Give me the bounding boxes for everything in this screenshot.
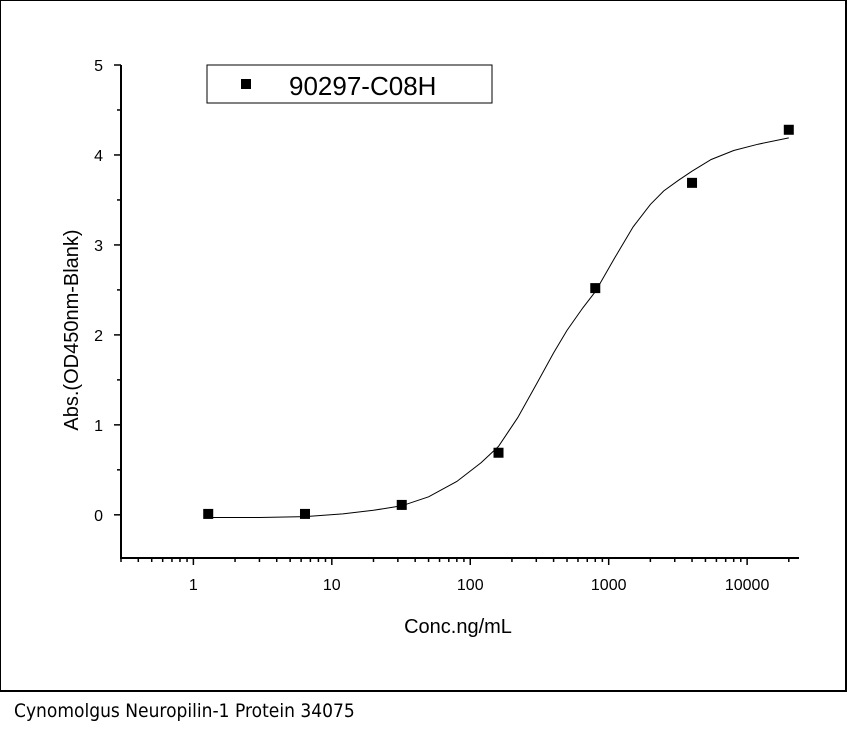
axes: 0 1 2 3 4 5 1 10 100 1000 10000 [94, 58, 799, 594]
x-tick-label: 1 [189, 577, 198, 594]
legend-box [206, 64, 493, 104]
y-tick-label: 5 [94, 58, 103, 75]
chart-frame [0, 0, 847, 692]
x-tick-label: 10000 [725, 577, 770, 594]
y-tick-label: 0 [94, 508, 103, 525]
figure-caption: Cynomolgus Neuropilin-1 Protein 34075 [14, 700, 355, 722]
y-axis-label: Abs.(OD450nm-Blank) [61, 229, 83, 430]
data-point [687, 177, 698, 188]
data-point [396, 499, 407, 510]
data-point [493, 447, 504, 458]
legend-marker [241, 79, 251, 89]
y-tick-label: 2 [94, 328, 103, 345]
data-point [783, 124, 794, 135]
chart: 0 1 2 3 4 5 1 10 100 1000 10000 90297-C08H Conc.ng… [61, 58, 799, 638]
data-point [590, 283, 601, 294]
x-tick-label: 10 [323, 577, 341, 594]
data-points [203, 124, 794, 519]
y-tick-label: 1 [94, 418, 103, 435]
fit-curve [208, 137, 789, 518]
data-point [203, 508, 214, 519]
x-axis-label: Conc.ng/mL [404, 616, 512, 638]
legend-label: 90297-C08H [289, 71, 436, 101]
legend: 90297-C08H [206, 64, 493, 104]
x-tick-label: 100 [457, 577, 484, 594]
data-point [299, 508, 310, 519]
y-tick-label: 3 [94, 238, 103, 255]
x-tick-label: 1000 [591, 577, 627, 594]
y-tick-label: 4 [94, 148, 103, 165]
